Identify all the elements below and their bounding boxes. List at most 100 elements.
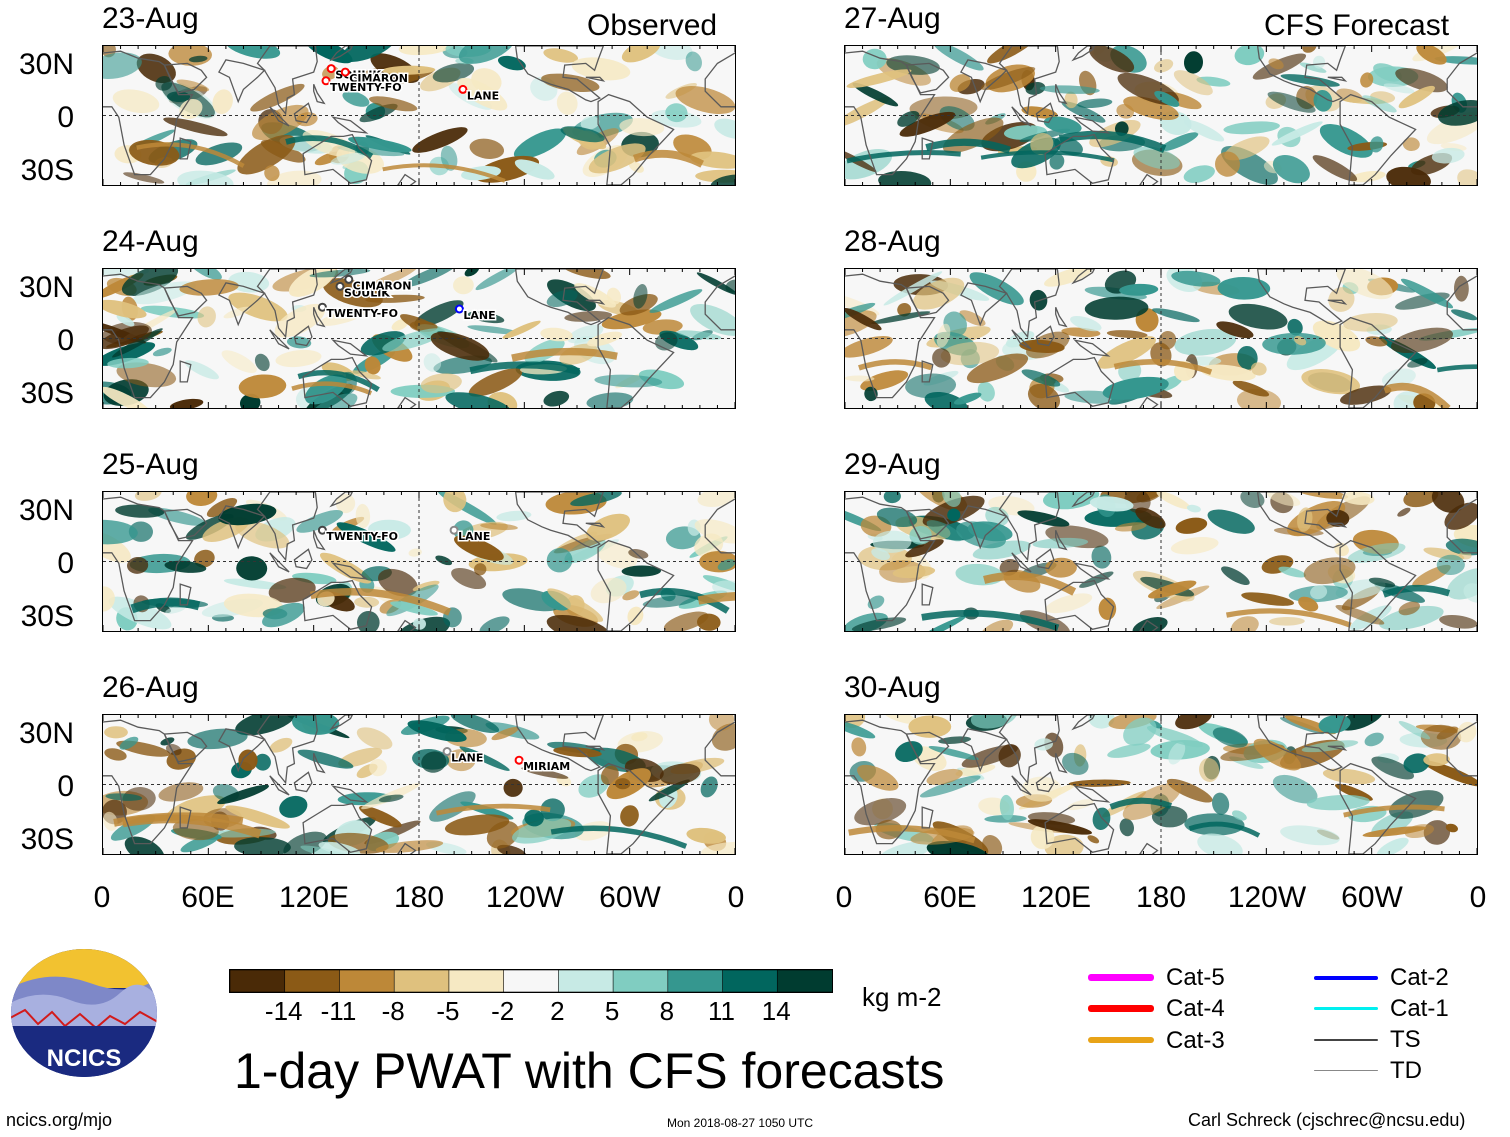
storm-marker [458,84,468,94]
legend-label-cat1: Cat-1 [1390,995,1449,1022]
anomaly-blob [521,767,569,779]
anomaly-blob [1457,169,1477,185]
coastline [313,529,326,551]
anomaly-blob [1043,492,1100,510]
anomaly-blob [104,748,127,761]
anomaly-blob [412,127,468,153]
anomaly-blob [1362,95,1397,113]
anomaly-blob [601,309,662,330]
anomaly-blob [1328,287,1355,312]
anomaly-blob [1135,507,1166,529]
colorbar-units: kg m-2 [862,982,942,1012]
anomaly-blob [1439,614,1477,629]
anomaly-blob [1044,834,1084,854]
coastline [585,76,606,82]
anomaly-blob [105,793,143,801]
storm-label: MIRIAM [523,760,570,773]
anomaly-blob [1287,318,1303,336]
anomaly-blob [1312,320,1361,352]
anomaly-blob [961,744,1018,768]
coastline [1044,802,1115,854]
anomaly-blob [926,768,963,786]
anomaly-band [1436,364,1477,373]
anomaly-blob [296,510,343,533]
map-panel-observed-2: SOULIK CIMARON TWENTY-FO LANE [102,268,736,409]
lon-label-0-end: 0 [1469,881,1487,914]
coastline [331,785,369,803]
anomaly-blob [194,549,215,568]
anomaly-blob [378,794,404,803]
lon-label-0: 0 [93,881,111,914]
anomaly-blob [1089,496,1134,512]
map-field [845,715,1477,854]
lon-label-60e: 60E [181,881,235,914]
anomaly-blob [221,350,257,373]
storm-marker [317,302,327,312]
anomaly-blob [480,523,518,531]
anomaly-blob [479,616,510,631]
coastline [179,806,192,829]
anomaly-blob [1064,91,1078,109]
anomaly-band [846,150,961,164]
anomaly-blob [348,136,412,153]
coastline [514,269,604,326]
map-field [845,492,1477,631]
lat-label-eq: 0 [57,101,74,134]
colorbar-level-label: -8 [381,996,405,1026]
anomaly-blob [627,606,644,626]
lat-label-30n: 30N [18,271,74,304]
coastline [514,46,604,103]
coastline [269,552,290,573]
anomaly-blob [580,116,600,130]
anomaly-blob [237,134,296,175]
anomaly-band [1225,608,1352,628]
anomaly-blob [878,170,932,185]
legend-line-cat4 [1088,1005,1154,1012]
anomaly-blob [453,276,474,295]
anomaly-blob [121,269,179,296]
storm-marker [340,67,350,77]
anomaly-blob [932,348,951,368]
colorbar-level-label: -11 [320,996,357,1026]
map-panel-forecast-2 [844,268,1478,409]
anomaly-blob [513,128,567,159]
anomaly-blob [1306,794,1370,811]
map-field: LANE MIRIAM [103,715,735,854]
lat-label-30s: 30S [20,600,74,633]
anomaly-blob [1089,46,1135,73]
anomaly-blob [1027,819,1092,835]
map-field: TWENTY-FO LANE [103,492,735,631]
coastline [313,306,326,328]
lat-label-eq: 0 [57,770,74,803]
anomaly-blob [267,170,322,185]
coastline [331,116,369,134]
anomaly-blob [564,538,606,564]
anomaly-blob [564,310,613,322]
anomaly-blob [999,794,1014,821]
anomaly-blob [188,55,208,63]
coastline [998,269,1060,339]
anomaly-band [511,347,618,362]
anomaly-blob [475,269,521,291]
coastline [302,356,373,408]
anomaly-blob [546,547,573,573]
storm-marker [321,76,331,86]
anomaly-blob [1207,509,1255,534]
anomaly-blob [845,336,893,358]
coastline [1044,133,1115,185]
anomaly-blob [949,74,971,92]
map-panel-forecast-4 [844,714,1478,855]
coastline [397,619,417,631]
anomaly-blob [414,300,464,328]
anomaly-blob [979,619,1014,631]
anomaly-blob [197,306,216,328]
anomaly-blob [235,520,290,549]
anomaly-blob [453,520,474,541]
anomaly-blob [1271,121,1323,146]
anomaly-blob [1017,510,1070,527]
coastline [1139,842,1159,854]
anomaly-blob [871,311,931,324]
anomaly-blob [158,782,204,802]
forecast-header: CFS Forecast [1264,9,1450,42]
anomaly-blob [108,596,172,630]
